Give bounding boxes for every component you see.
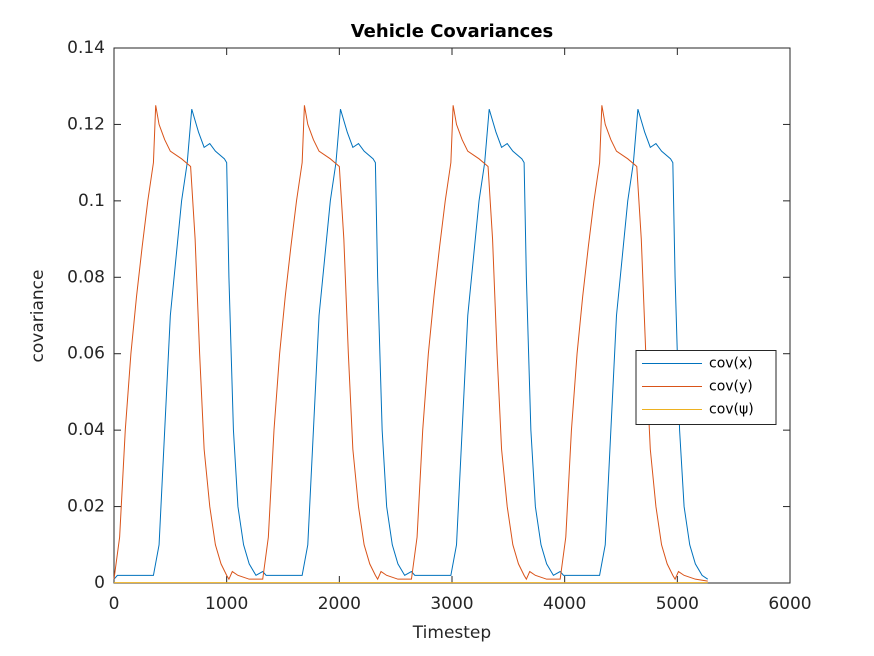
x-tick-label: 4000 [543, 594, 586, 614]
legend-label: cov(y) [709, 379, 753, 395]
y-tick-label: 0.12 [67, 114, 105, 134]
y-tick-label: 0.1 [78, 191, 105, 211]
y-tick-label: 0.06 [67, 344, 105, 364]
x-tick-label: 6000 [768, 594, 811, 614]
y-axis-label: covariance [28, 270, 48, 363]
y-tick-label: 0.04 [67, 420, 105, 440]
y-tick-label: 0 [94, 573, 105, 593]
legend-label: cov(x) [709, 356, 753, 372]
x-tick-label: 5000 [656, 594, 699, 614]
series-line [113, 105, 708, 582]
legend-label: cov(ψ) [709, 402, 754, 418]
x-tick-label: 2000 [318, 594, 361, 614]
y-tick-label: 0.08 [67, 267, 105, 287]
legend: cov(x) cov(y) cov(ψ) [635, 350, 777, 425]
y-tick-label: 0.02 [67, 497, 105, 517]
x-axis-label: Timestep [412, 623, 491, 643]
x-tick-label: 0 [109, 594, 120, 614]
y-tick-label: 0.14 [67, 38, 105, 58]
legend-box [635, 350, 777, 425]
x-tick-label: 3000 [430, 594, 473, 614]
series-line [113, 108, 709, 580]
x-tick-label: 1000 [205, 594, 248, 614]
chart-title: Vehicle Covariances [351, 21, 554, 42]
